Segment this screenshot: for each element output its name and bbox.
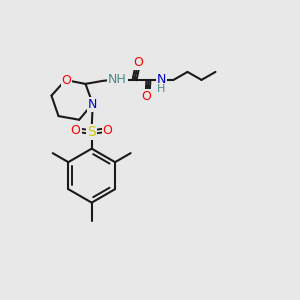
Text: NH: NH [108, 74, 127, 86]
Text: O: O [142, 90, 152, 104]
Text: O: O [71, 124, 81, 137]
Text: N: N [88, 98, 98, 111]
Text: N: N [157, 74, 166, 86]
Text: O: O [103, 124, 112, 137]
Text: H: H [157, 84, 166, 94]
Text: O: O [134, 56, 143, 69]
Text: O: O [61, 74, 71, 86]
Text: S: S [87, 124, 96, 139]
